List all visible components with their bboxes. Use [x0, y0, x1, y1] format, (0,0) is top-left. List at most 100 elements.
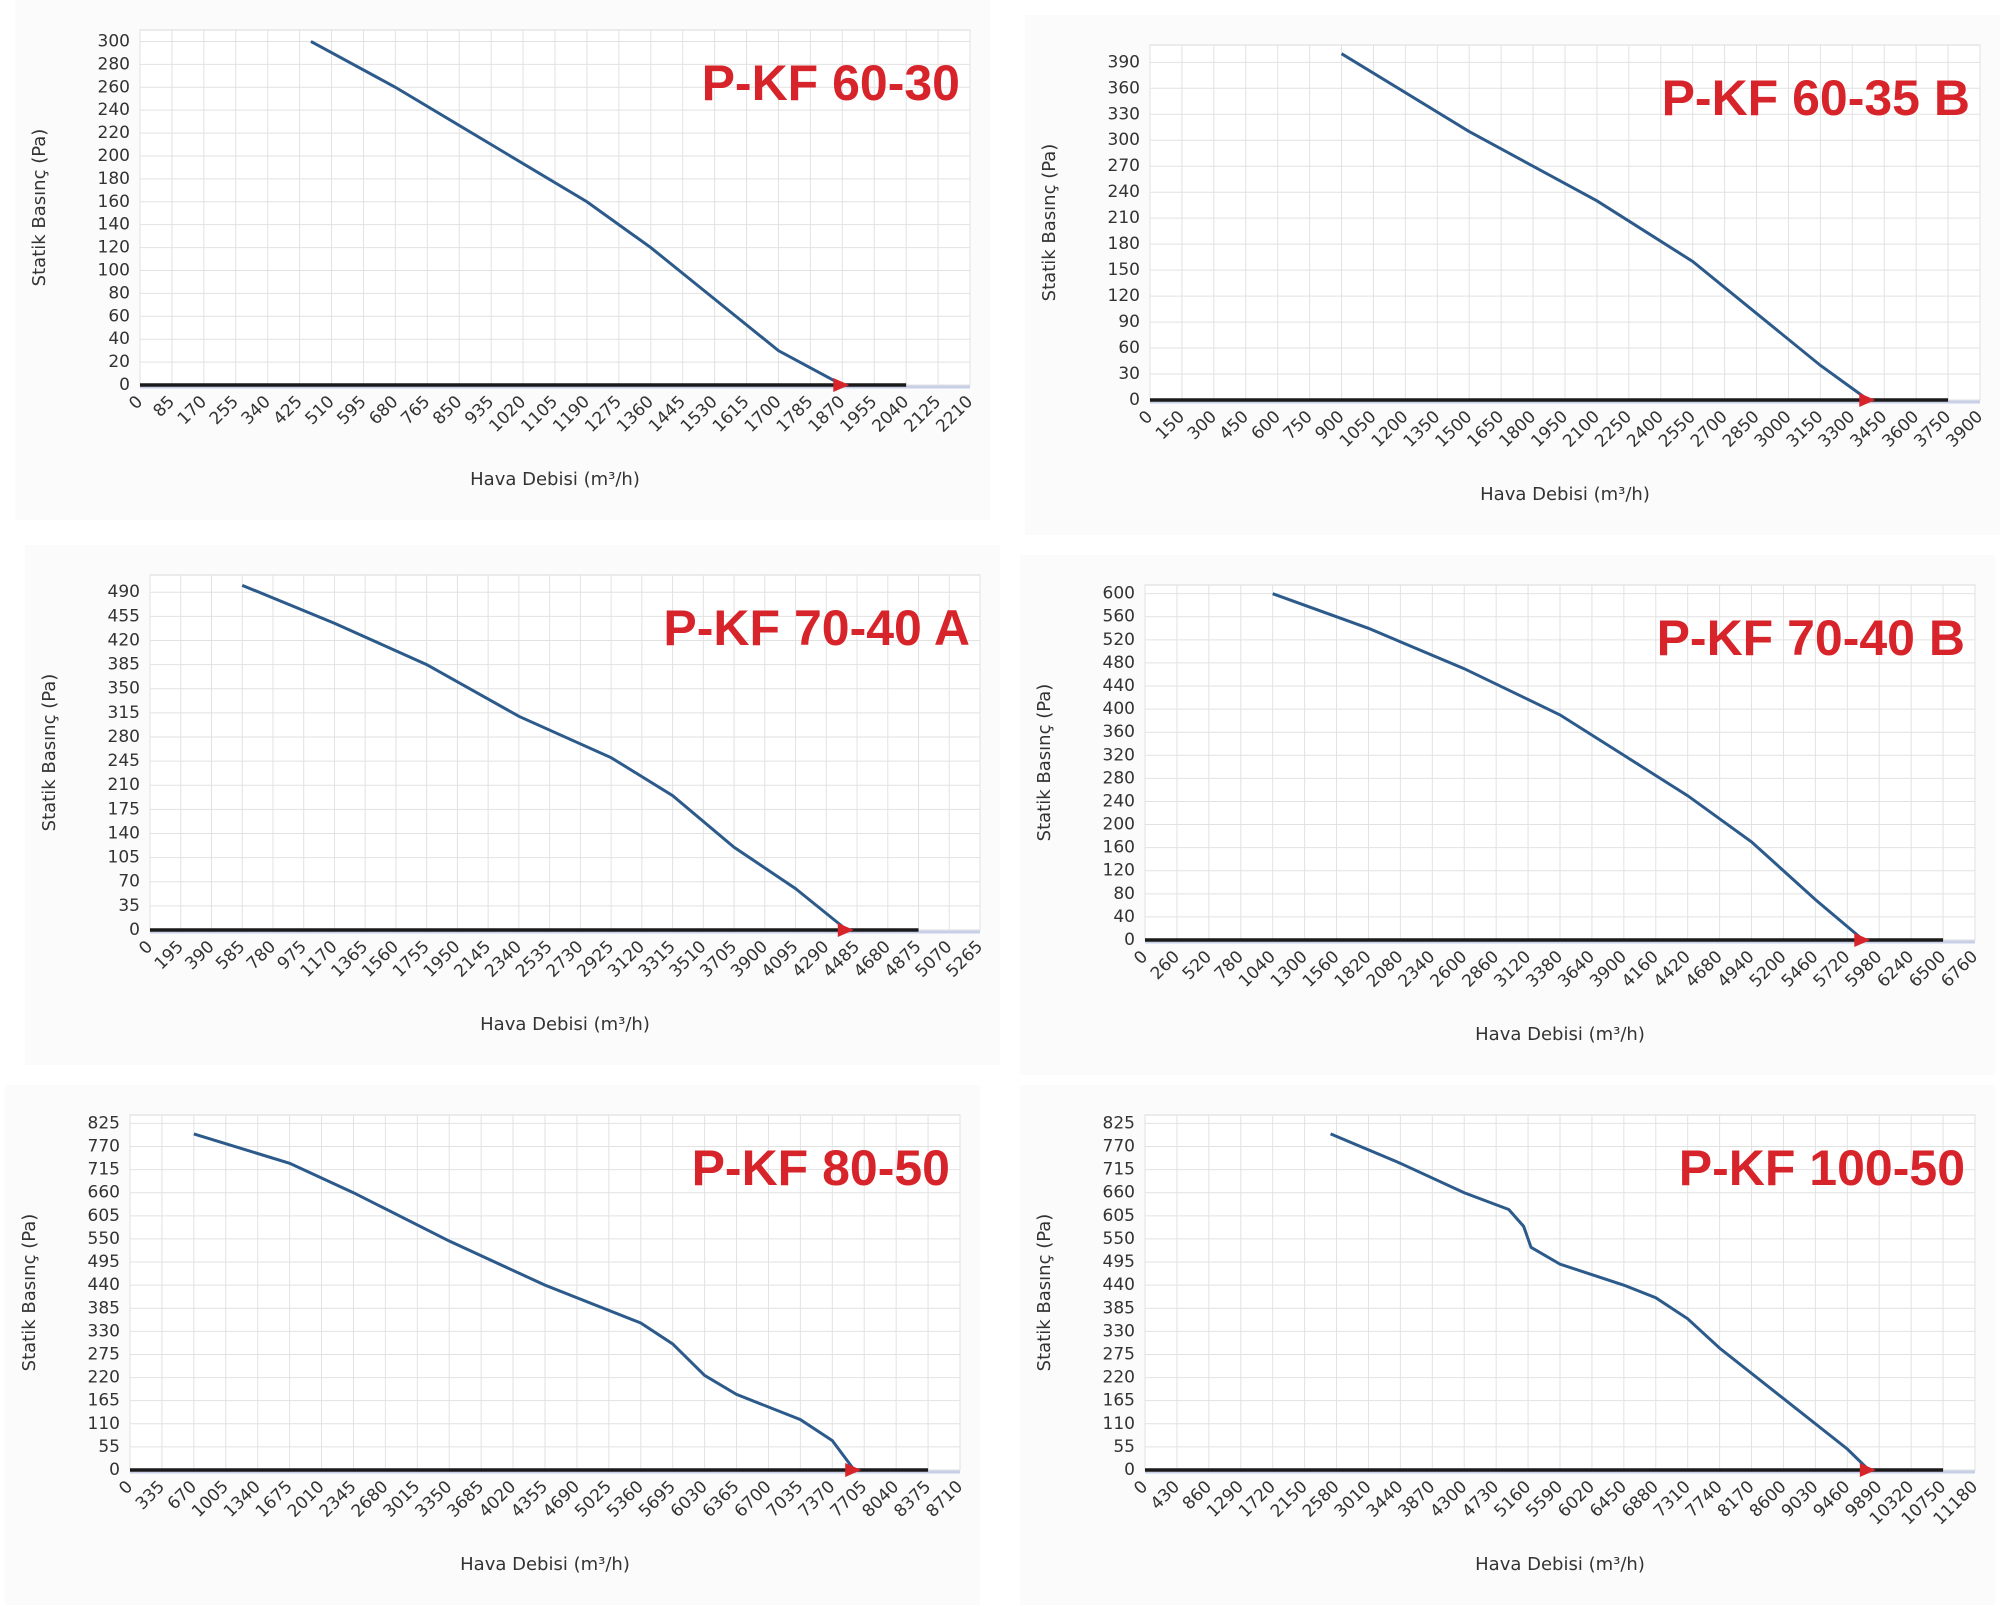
chart-panel: 0430860129017202150258030103440387043004…	[1020, 1085, 1995, 1605]
y-tick-label: 240	[1108, 182, 1140, 202]
y-tick-label: 420	[108, 630, 140, 650]
y-tick-label: 350	[108, 679, 140, 699]
y-tick-label: 275	[88, 1344, 120, 1364]
operating-point	[1859, 393, 1876, 407]
y-tick-label: 440	[1103, 1275, 1135, 1295]
x-tick-label: 595	[333, 392, 370, 429]
x-tick-label: 300	[1184, 407, 1221, 444]
y-axis-label: Statik Basınç (Pa)	[39, 674, 60, 832]
y-tick-label: 715	[88, 1160, 120, 1180]
x-axis-label: Hava Debisi (m³/h)	[1475, 1024, 1645, 1045]
chart-title: P-KF 60-30	[702, 55, 960, 111]
y-tick-label: 55	[98, 1437, 120, 1457]
chart-title: P-KF 100-50	[1679, 1140, 1965, 1196]
y-tick-label: 260	[98, 77, 130, 97]
y-tick-label: 385	[108, 655, 140, 675]
y-tick-label: 330	[1103, 1321, 1135, 1341]
operating-point	[833, 378, 850, 392]
curve	[241, 583, 848, 932]
x-tick-label: 340	[238, 392, 275, 429]
y-tick-label: 660	[88, 1183, 120, 1203]
y-tick-label: 280	[108, 727, 140, 747]
y-tick-label: 160	[98, 192, 130, 212]
y-tick-label: 150	[1108, 260, 1140, 280]
y-tick-label: 825	[1103, 1113, 1135, 1133]
x-tick-label: 195	[151, 937, 188, 974]
x-tick-label: 680	[365, 392, 402, 429]
x-tick-label: 390	[181, 937, 218, 974]
x-tick-label: 600	[1248, 407, 1285, 444]
y-tick-label: 140	[98, 215, 130, 235]
x-tick-label: 0	[125, 392, 147, 414]
y-tick-label: 90	[1118, 312, 1140, 332]
y-tick-label: 20	[108, 352, 130, 372]
curve	[1340, 52, 1870, 402]
chart-title: P-KF 80-50	[692, 1140, 950, 1196]
y-tick-label: 40	[108, 329, 130, 349]
x-tick-label: 430	[1147, 1477, 1184, 1514]
y-tick-label: 160	[1103, 838, 1135, 858]
y-tick-label: 110	[88, 1414, 120, 1434]
y-tick-label: 120	[1103, 861, 1135, 881]
y-axis-label: Statik Basınç (Pa)	[1034, 1214, 1055, 1372]
x-tick-label: 510	[302, 392, 339, 429]
y-tick-label: 0	[1124, 1460, 1135, 1480]
y-tick-label: 180	[1108, 234, 1140, 254]
y-tick-label: 600	[1103, 584, 1135, 604]
y-tick-label: 320	[1103, 745, 1135, 765]
y-tick-label: 120	[1108, 286, 1140, 306]
y-tick-label: 660	[1103, 1183, 1135, 1203]
operating-point	[1859, 1463, 1876, 1477]
y-tick-label: 715	[1103, 1160, 1135, 1180]
x-tick-label: 850	[429, 392, 466, 429]
y-tick-label: 110	[1103, 1414, 1135, 1434]
y-tick-label: 245	[108, 751, 140, 771]
y-axis-label: Statik Basınç (Pa)	[1039, 144, 1060, 302]
chart-panel: 0 851702553404255105956807658509351020110…	[15, 0, 990, 520]
x-tick-label: 0	[1130, 947, 1152, 969]
y-tick-label: 400	[1103, 699, 1135, 719]
y-tick-label: 770	[88, 1137, 120, 1157]
y-tick-label: 240	[98, 100, 130, 120]
chart-panel: 0195390585780975117013651560175519502145…	[25, 545, 1000, 1065]
y-tick-label: 330	[88, 1321, 120, 1341]
y-tick-label: 315	[108, 703, 140, 723]
x-tick-label: 780	[243, 937, 280, 974]
y-tick-label: 385	[88, 1298, 120, 1318]
y-tick-label: 175	[108, 799, 140, 819]
y-tick-label: 385	[1103, 1298, 1135, 1318]
y-tick-label: 605	[88, 1206, 120, 1226]
y-tick-label: 140	[108, 823, 140, 843]
y-tick-label: 275	[1103, 1344, 1135, 1364]
x-tick-label: 3900	[1942, 407, 1987, 452]
y-tick-label: 0	[1124, 930, 1135, 950]
y-tick-label: 0	[109, 1460, 120, 1480]
y-tick-label: 495	[88, 1252, 120, 1272]
y-tick-label: 200	[1103, 815, 1135, 835]
plot-area	[149, 574, 981, 931]
y-tick-label: 100	[98, 260, 130, 280]
y-tick-label: 30	[1118, 364, 1140, 384]
y-tick-label: 770	[1103, 1137, 1135, 1157]
chart-panel: 0335670100513401675201023452680301533503…	[5, 1085, 980, 1605]
x-tick-label: 0	[115, 1477, 137, 1499]
y-tick-label: 80	[1113, 884, 1135, 904]
curve	[193, 1132, 856, 1471]
y-axis-label: Statik Basınç (Pa)	[29, 129, 50, 287]
y-tick-label: 605	[1103, 1206, 1135, 1226]
y-tick-label: 180	[98, 169, 130, 189]
y-tick-label: 550	[1103, 1229, 1135, 1249]
x-axis-label: Hava Debisi (m³/h)	[1480, 484, 1650, 505]
y-tick-label: 165	[88, 1391, 120, 1411]
x-tick-label: 750	[1280, 407, 1317, 444]
y-tick-label: 280	[98, 54, 130, 74]
x-tick-label: 8710	[922, 1477, 967, 1522]
x-tick-label: 520	[1179, 947, 1216, 984]
y-tick-label: 455	[108, 606, 140, 626]
y-tick-label: 35	[118, 896, 140, 916]
x-tick-label: 255	[206, 392, 243, 429]
y-tick-label: 210	[108, 775, 140, 795]
y-tick-label: 70	[118, 872, 140, 892]
x-tick-label: 170	[174, 392, 211, 429]
y-tick-label: 440	[88, 1275, 120, 1295]
